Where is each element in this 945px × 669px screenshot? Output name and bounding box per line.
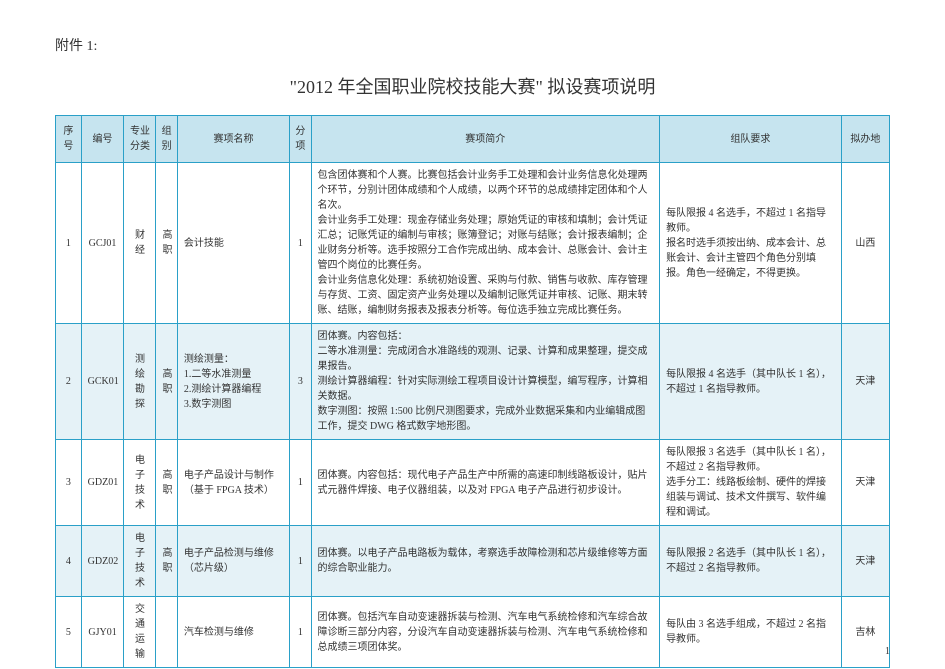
cell-group: 高职 — [156, 440, 177, 526]
cell-location: 天津 — [841, 526, 889, 597]
cell-intro: 包含团体赛和个人赛。比赛包括会计业务手工处理和会计业务信息化处理两个环节，分别计… — [311, 163, 660, 324]
table-body: 1GCJ01财经高职会计技能1包含团体赛和个人赛。比赛包括会计业务手工处理和会计… — [56, 163, 890, 668]
table-row: 1GCJ01财经高职会计技能1包含团体赛和个人赛。比赛包括会计业务手工处理和会计… — [56, 163, 890, 324]
table-row: 3GDZ01电子技术高职电子产品设计与制作（基于 FPGA 技术）1团体赛。内容… — [56, 440, 890, 526]
cell-seq: 2 — [56, 324, 82, 440]
cell-seq: 3 — [56, 440, 82, 526]
header-group: 组别 — [156, 116, 177, 163]
cell-category: 电子技术 — [124, 440, 156, 526]
cell-name: 会计技能 — [177, 163, 289, 324]
cell-code: GDZ02 — [81, 526, 124, 597]
cell-name: 电子产品设计与制作（基于 FPGA 技术） — [177, 440, 289, 526]
cell-category: 交通运输 — [124, 597, 156, 668]
cell-sub: 3 — [290, 324, 311, 440]
cell-seq: 4 — [56, 526, 82, 597]
cell-code: GCJ01 — [81, 163, 124, 324]
cell-seq: 1 — [56, 163, 82, 324]
table-row: 4GDZ02电子技术高职电子产品检测与维修（芯片级）1团体赛。以电子产品电路板为… — [56, 526, 890, 597]
header-category: 专业分类 — [124, 116, 156, 163]
cell-group: 高职 — [156, 324, 177, 440]
cell-intro: 团体赛。以电子产品电路板为载体，考察选手故障检测和芯片级维修等方面的综合职业能力… — [311, 526, 660, 597]
cell-team: 每队由 3 名选手组成，不超过 2 名指导教师。 — [660, 597, 842, 668]
cell-category: 测绘勘探 — [124, 324, 156, 440]
cell-category: 电子技术 — [124, 526, 156, 597]
cell-team: 每队限报 3 名选手（其中队长 1 名），不超过 2 名指导教师。选手分工：线路… — [660, 440, 842, 526]
cell-location: 天津 — [841, 440, 889, 526]
header-sub: 分项 — [290, 116, 311, 163]
cell-location: 吉林 — [841, 597, 889, 668]
cell-sub: 1 — [290, 440, 311, 526]
table-row: 5GJY01交通运输汽车检测与维修1团体赛。包括汽车自动变速器拆装与检测、汽车电… — [56, 597, 890, 668]
cell-team: 每队限报 4 名选手（其中队长 1 名），不超过 1 名指导教师。 — [660, 324, 842, 440]
header-seq: 序号 — [56, 116, 82, 163]
header-location: 拟办地 — [841, 116, 889, 163]
header-code: 编号 — [81, 116, 124, 163]
table-row: 2GCK01测绘勘探高职测绘测量：1.二等水准测量2.测绘计算器编程3.数字测图… — [56, 324, 890, 440]
cell-sub: 1 — [290, 526, 311, 597]
header-name: 赛项名称 — [177, 116, 289, 163]
cell-group: 高职 — [156, 163, 177, 324]
appendix-label: 附件 1: — [55, 35, 890, 55]
cell-team: 每队限报 4 名选手，不超过 1 名指导教师。报名时选手须按出纳、成本会计、总账… — [660, 163, 842, 324]
cell-code: GJY01 — [81, 597, 124, 668]
cell-seq: 5 — [56, 597, 82, 668]
cell-sub: 1 — [290, 163, 311, 324]
cell-name: 电子产品检测与维修（芯片级） — [177, 526, 289, 597]
cell-name: 汽车检测与维修 — [177, 597, 289, 668]
cell-group: 高职 — [156, 526, 177, 597]
cell-group — [156, 597, 177, 668]
cell-code: GDZ01 — [81, 440, 124, 526]
table-header-row: 序号 编号 专业分类 组别 赛项名称 分项 赛项简介 组队要求 拟办地 — [56, 116, 890, 163]
page-number: 1 — [885, 646, 890, 657]
competition-table: 序号 编号 专业分类 组别 赛项名称 分项 赛项简介 组队要求 拟办地 1GCJ… — [55, 115, 890, 668]
cell-team: 每队限报 2 名选手（其中队长 1 名），不超过 2 名指导教师。 — [660, 526, 842, 597]
page-title: "2012 年全国职业院校技能大赛" 拟设赛项说明 — [55, 73, 890, 99]
cell-sub: 1 — [290, 597, 311, 668]
cell-intro: 团体赛。内容包括：现代电子产品生产中所需的高速印制线路板设计，贴片式元器件焊接、… — [311, 440, 660, 526]
header-team: 组队要求 — [660, 116, 842, 163]
cell-location: 天津 — [841, 324, 889, 440]
cell-code: GCK01 — [81, 324, 124, 440]
cell-intro: 团体赛。包括汽车自动变速器拆装与检测、汽车电气系统检修和汽车综合故障诊断三部分内… — [311, 597, 660, 668]
header-intro: 赛项简介 — [311, 116, 660, 163]
cell-name: 测绘测量：1.二等水准测量2.测绘计算器编程3.数字测图 — [177, 324, 289, 440]
cell-category: 财经 — [124, 163, 156, 324]
cell-intro: 团体赛。内容包括：二等水准测量：完成闭合水准路线的观测、记录、计算和成果整理，提… — [311, 324, 660, 440]
cell-location: 山西 — [841, 163, 889, 324]
